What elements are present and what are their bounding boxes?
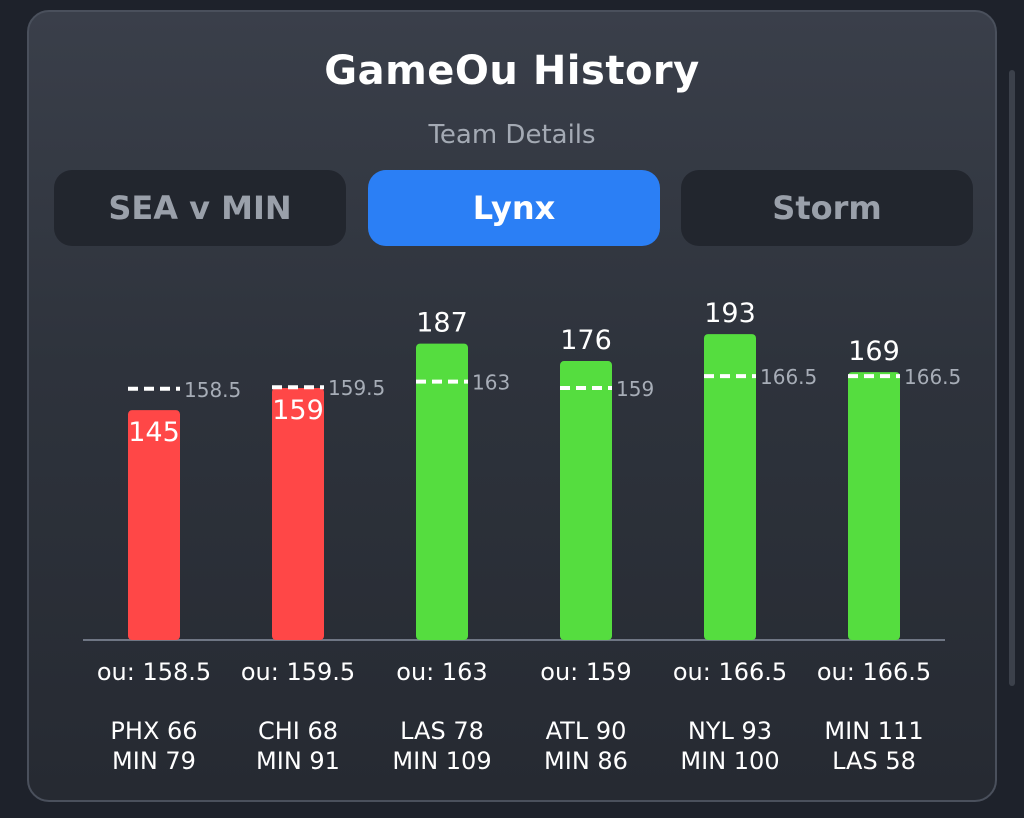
score-line-1: ATL 90	[546, 717, 627, 745]
ou-line-label: 158.5	[184, 378, 241, 402]
bar-value-label: 187	[416, 308, 468, 339]
game-ou-history-card: GameOu History Team Details SEA v MIN Ly…	[27, 10, 997, 802]
bar-value-label: 193	[704, 298, 756, 329]
score-line-2: MIN 109	[392, 747, 491, 775]
bar-game-1	[128, 410, 180, 640]
scrollbar[interactable]	[1009, 70, 1015, 686]
score-line-2: MIN 86	[544, 747, 628, 775]
bar-value-label: 176	[560, 325, 612, 356]
bar-game-3	[416, 343, 468, 640]
score-line-2: MIN 79	[112, 747, 196, 775]
bar-game-4	[560, 361, 612, 640]
score-line-2: MIN 91	[256, 747, 340, 775]
score-line-1: LAS 78	[400, 717, 484, 745]
ou-label: ou: 159.5	[241, 658, 355, 686]
card-subtitle: Team Details	[428, 120, 596, 150]
ou-line-label: 163	[472, 371, 510, 395]
score-line-2: LAS 58	[832, 747, 916, 775]
ou-label: ou: 166.5	[673, 658, 787, 686]
ou-line-label: 166.5	[760, 365, 817, 389]
ou-line-label: 166.5	[904, 365, 961, 389]
ou-line-label: 159	[616, 377, 654, 401]
ou-label: ou: 159	[540, 658, 631, 686]
score-line-1: NYL 93	[688, 717, 772, 745]
tab-lynx[interactable]: Lynx	[368, 170, 660, 246]
bar-value-label: 169	[848, 336, 900, 367]
score-line-1: MIN 111	[824, 717, 923, 745]
ou-label: ou: 163	[396, 658, 487, 686]
tab-storm[interactable]: Storm	[681, 170, 973, 246]
ou-line-label: 159.5	[328, 376, 385, 400]
bar-value-label: 159	[272, 395, 324, 426]
ou-label: ou: 158.5	[97, 658, 211, 686]
card-title: GameOu History	[324, 48, 700, 94]
bar-value-label: 145	[128, 417, 180, 448]
tab-sea-v-min[interactable]: SEA v MIN	[54, 170, 346, 246]
bar-game-5	[704, 334, 756, 640]
bar-game-2	[272, 387, 324, 640]
bar-game-6	[848, 372, 900, 640]
score-line-1: CHI 68	[258, 717, 338, 745]
score-line-1: PHX 66	[110, 717, 197, 745]
score-line-2: MIN 100	[680, 747, 779, 775]
ou-label: ou: 166.5	[817, 658, 931, 686]
